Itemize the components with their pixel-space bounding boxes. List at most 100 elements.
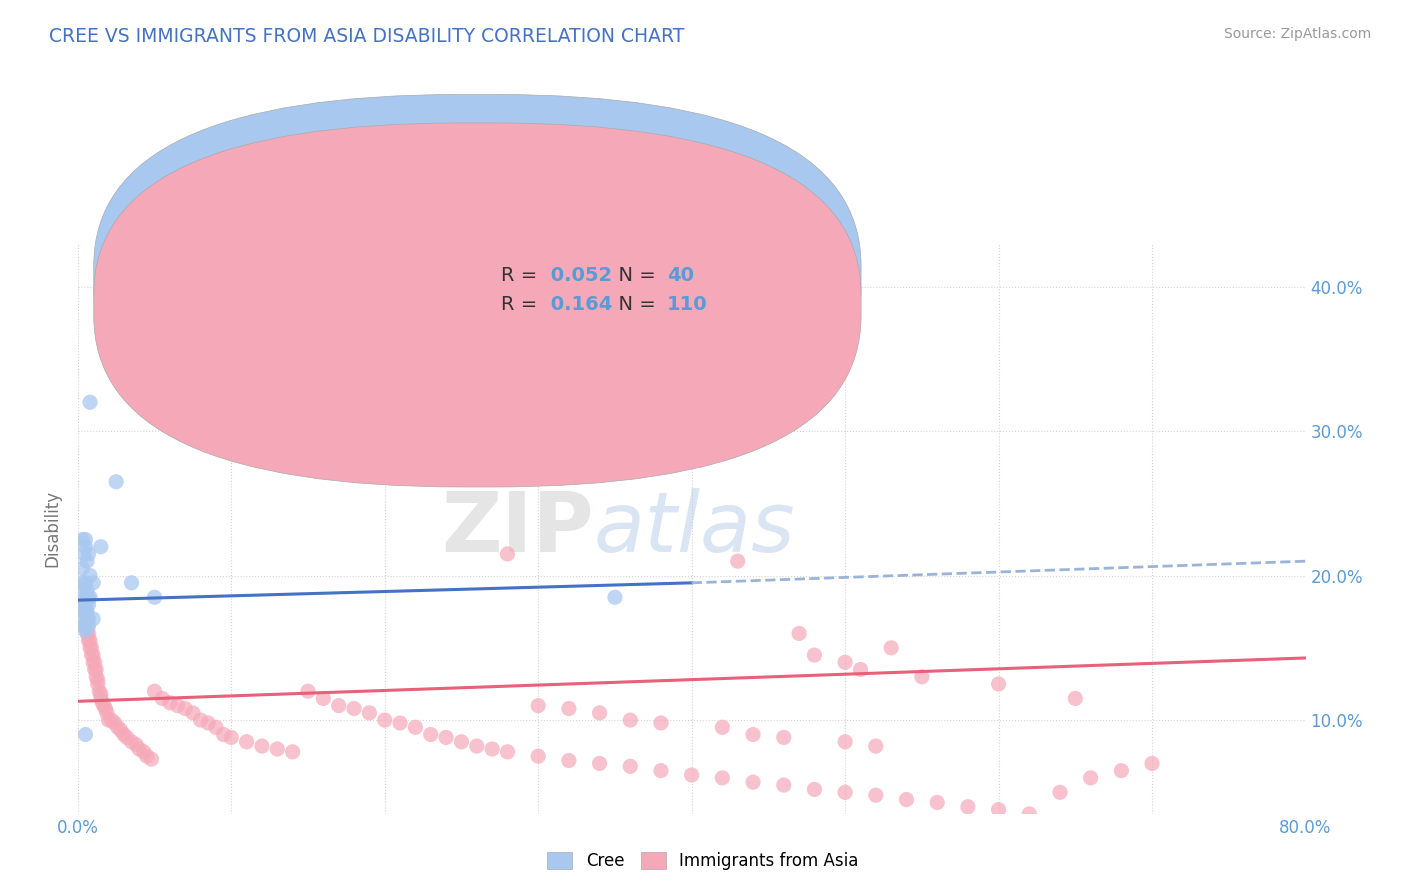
Point: [77, 626, 100, 640]
Point: [772, 778, 794, 792]
Point: [73, 605, 96, 619]
Point: [865, 739, 887, 753]
Point: [94, 701, 117, 715]
Point: [588, 706, 610, 720]
Point: [76, 615, 98, 629]
Point: [79, 591, 101, 605]
Y-axis label: Disability: Disability: [44, 490, 60, 567]
Point: [84, 670, 107, 684]
Point: [281, 745, 304, 759]
Point: [834, 785, 856, 799]
Point: [115, 731, 138, 745]
Point: [121, 735, 143, 749]
Point: [1140, 756, 1163, 771]
Point: [166, 698, 188, 713]
Text: 110: 110: [666, 295, 707, 314]
Text: 0.052: 0.052: [544, 267, 613, 285]
Point: [80, 648, 103, 662]
Point: [803, 782, 825, 797]
Point: [82, 655, 104, 669]
Point: [266, 742, 288, 756]
Point: [911, 670, 934, 684]
Point: [927, 796, 949, 810]
Point: [849, 663, 872, 677]
Point: [772, 731, 794, 745]
Point: [79, 640, 101, 655]
Point: [73, 619, 96, 633]
Point: [76, 554, 98, 568]
Text: 0.164: 0.164: [544, 295, 613, 314]
Point: [100, 713, 122, 727]
Point: [73, 547, 96, 561]
Point: [75, 575, 97, 590]
Point: [1080, 771, 1102, 785]
Point: [76, 583, 98, 598]
Point: [404, 720, 426, 734]
Point: [235, 735, 257, 749]
Point: [250, 739, 273, 753]
Point: [76, 626, 98, 640]
Point: [143, 591, 166, 605]
Point: [87, 677, 110, 691]
Point: [141, 752, 163, 766]
Text: CREE VS IMMIGRANTS FROM ASIA DISABILITY CORRELATION CHART: CREE VS IMMIGRANTS FROM ASIA DISABILITY …: [49, 27, 685, 45]
Point: [77, 633, 100, 648]
Text: N =: N =: [606, 295, 662, 314]
Point: [619, 759, 641, 773]
Point: [681, 768, 703, 782]
Point: [135, 749, 157, 764]
Point: [159, 696, 181, 710]
Point: [75, 727, 97, 741]
Point: [105, 475, 128, 489]
Point: [75, 605, 97, 619]
Point: [82, 575, 104, 590]
Point: [1111, 764, 1133, 778]
Point: [558, 701, 581, 715]
Point: [174, 701, 197, 715]
Point: [650, 764, 672, 778]
Point: [650, 716, 672, 731]
Point: [219, 731, 242, 745]
Point: [91, 696, 114, 710]
Point: [727, 554, 749, 568]
Point: [212, 727, 235, 741]
Text: atlas: atlas: [593, 488, 794, 569]
Point: [75, 619, 97, 633]
Point: [77, 591, 100, 605]
Point: [312, 691, 335, 706]
Point: [107, 720, 129, 734]
Point: [711, 771, 734, 785]
Point: [190, 713, 212, 727]
Point: [76, 619, 98, 633]
Point: [76, 607, 98, 622]
Point: [181, 706, 204, 720]
Point: [72, 598, 94, 612]
Point: [82, 648, 104, 662]
Point: [87, 673, 110, 687]
Point: [987, 677, 1010, 691]
Text: 40: 40: [666, 267, 695, 285]
Point: [558, 754, 581, 768]
Point: [80, 640, 103, 655]
Point: [73, 600, 96, 615]
Point: [77, 612, 100, 626]
Point: [880, 640, 903, 655]
Point: [711, 720, 734, 734]
Point: [75, 600, 97, 615]
Point: [82, 612, 104, 626]
Point: [83, 655, 105, 669]
Point: [197, 716, 219, 731]
Point: [742, 727, 765, 741]
Point: [110, 723, 132, 738]
Point: [77, 598, 100, 612]
Point: [90, 691, 112, 706]
Point: [76, 591, 98, 605]
Point: [76, 605, 98, 619]
Legend: Cree, Immigrants from Asia: Cree, Immigrants from Asia: [541, 845, 865, 877]
Point: [481, 742, 503, 756]
Point: [143, 684, 166, 698]
Point: [125, 738, 148, 752]
Point: [90, 540, 112, 554]
Text: R =: R =: [502, 267, 544, 285]
Point: [150, 691, 173, 706]
